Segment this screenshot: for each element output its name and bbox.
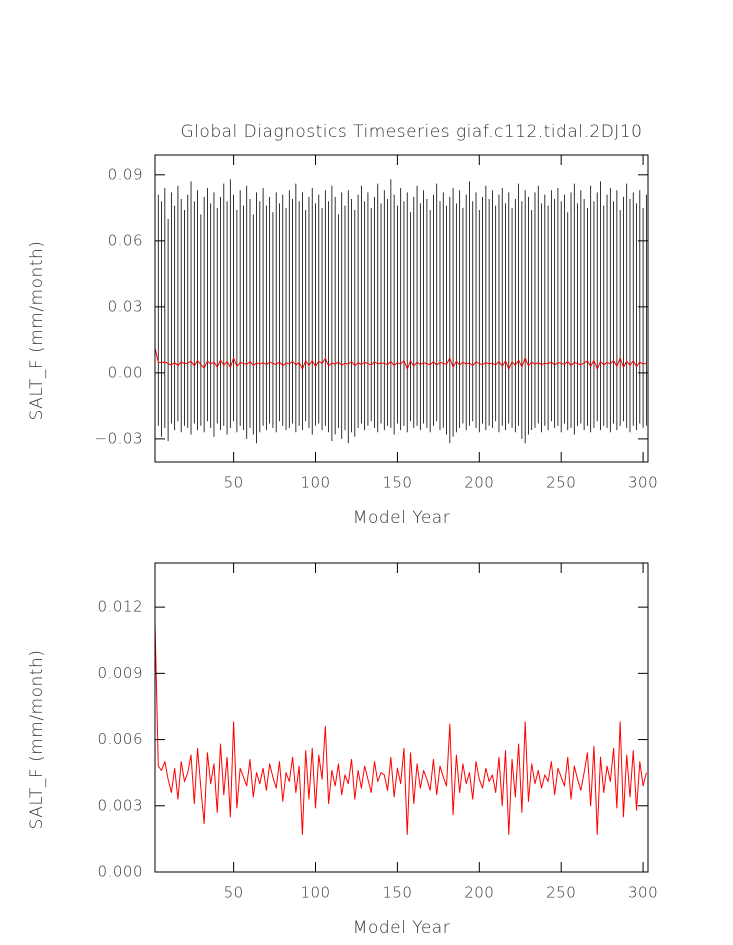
y-tick-label: 0.006	[98, 730, 143, 748]
x-tick-label: 300	[628, 884, 658, 902]
x-tick-label: 150	[382, 474, 412, 492]
x-axis-label: Model Year	[353, 508, 450, 528]
y-tick-label: 0.012	[98, 598, 143, 616]
x-tick-label: 100	[300, 474, 330, 492]
x-tick-label: 50	[224, 474, 244, 492]
y-tick-label: 0.000	[98, 863, 143, 881]
y-tick-label: 0.06	[108, 231, 143, 249]
y-tick-label: 0.09	[108, 165, 143, 183]
x-tick-label: 200	[464, 884, 494, 902]
y-tick-label: −0.03	[95, 429, 143, 447]
y-tick-label: 0.009	[98, 664, 143, 682]
x-tick-label: 200	[464, 474, 494, 492]
y-axis-label: SALT_F (mm/month)	[27, 650, 47, 830]
x-tick-label: 250	[546, 884, 576, 902]
x-axis-label: Model Year	[353, 918, 450, 938]
y-axis-label: SALT_F (mm/month)	[27, 241, 47, 421]
plot-data	[154, 622, 647, 835]
x-tick-label: 300	[628, 474, 658, 492]
annual-line	[154, 347, 647, 370]
plot-data	[154, 179, 647, 444]
x-tick-label: 150	[382, 884, 412, 902]
x-tick-label: 50	[224, 884, 244, 902]
y-tick-label: 0.003	[98, 796, 143, 814]
x-tick-label: 100	[300, 884, 330, 902]
plot-frame	[154, 562, 649, 873]
y-tick-label: 0.03	[108, 297, 143, 315]
y-tick-label: 0.00	[108, 363, 143, 381]
annual-line	[154, 622, 647, 835]
chart-title: Global Diagnostics Timeseries giaf.c112.…	[181, 122, 643, 142]
plot-frame	[154, 154, 649, 463]
x-tick-label: 250	[546, 474, 576, 492]
